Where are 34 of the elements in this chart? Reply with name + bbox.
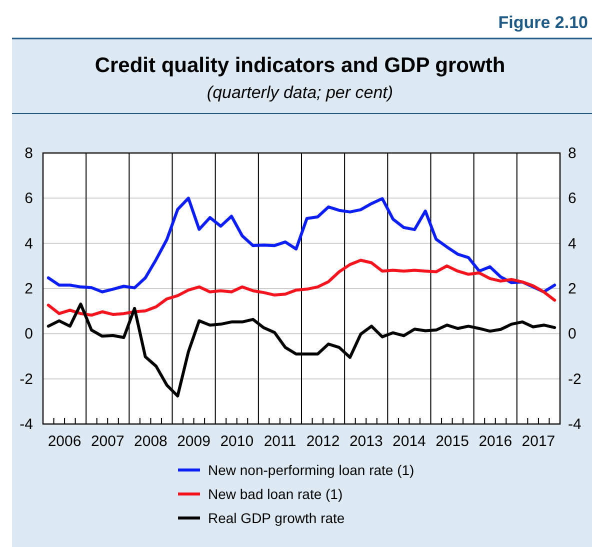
x-tick-label: 2015 <box>436 433 469 450</box>
x-tick-label: 2012 <box>306 433 340 450</box>
y-tick-label: 6 <box>24 190 33 208</box>
y-tick-label: -2 <box>20 370 33 388</box>
x-tick-label: 2010 <box>220 433 254 450</box>
x-tick-label: 2013 <box>349 433 383 450</box>
y-tick-label: 0 <box>24 326 33 343</box>
y2-tick-label: 4 <box>568 235 576 252</box>
y2-tick-label: 2 <box>568 280 576 298</box>
line-series <box>46 196 556 294</box>
y-tick-label: 4 <box>24 235 33 252</box>
legend-label: New bad loan rate (1) <box>208 486 343 502</box>
legend-label: New non-performing loan rate (1) <box>208 462 414 478</box>
x-tick-label: 2006 <box>48 433 82 450</box>
y-tick-label: 2 <box>24 280 33 298</box>
x-tick-label: 2011 <box>264 433 296 450</box>
chart-subtitle: (quarterly data; per cent) <box>206 83 394 102</box>
legend-label: Real GDP growth rate <box>208 510 345 526</box>
x-tick-label: 2007 <box>90 433 124 450</box>
y2-tick-label: 6 <box>568 190 576 208</box>
y2-tick-label: 0 <box>568 326 576 343</box>
x-tick-label: 2014 <box>392 433 426 450</box>
x-tick-label: 2016 <box>478 433 512 450</box>
line-series <box>46 258 556 317</box>
caption: Figure 2.10 <box>498 13 588 32</box>
x-tick-label: 2017 <box>522 433 556 450</box>
y-tick-label: 8 <box>24 145 33 162</box>
chart-title: Credit quality indicators and GDP growth <box>94 54 506 77</box>
y2-tick-label: -2 <box>568 370 582 388</box>
y2-tick-label: 8 <box>568 145 576 162</box>
y-tick-label: -4 <box>20 416 33 433</box>
x-tick-label: 2008 <box>134 433 168 450</box>
x-tick-label: 2009 <box>177 433 210 450</box>
y2-tick-label: -4 <box>568 416 582 433</box>
